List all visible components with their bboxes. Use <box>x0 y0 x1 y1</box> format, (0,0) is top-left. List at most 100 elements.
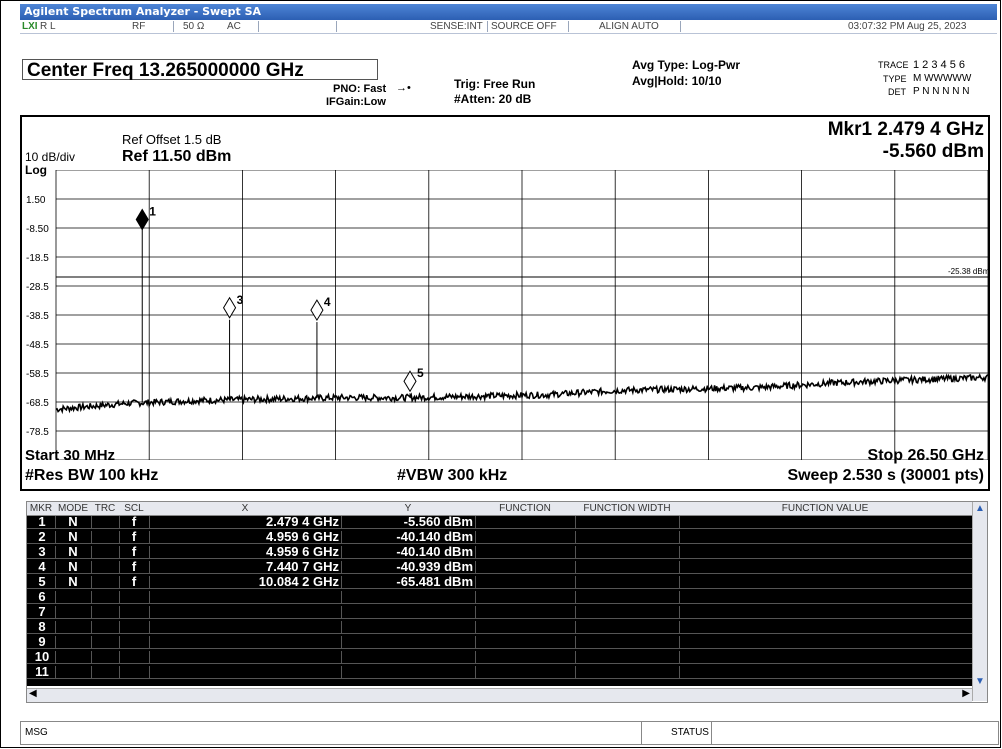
marker-5-diamond[interactable] <box>403 370 417 393</box>
table-cell: 2.479 4 GHz <box>266 514 339 529</box>
trace-plot: 1.50 -8.50 -18.5 -28.5 -38.5 -48.5 -58.5 -68.5 -… <box>26 170 988 460</box>
window-title: Agilent Spectrum Analyzer - Swept SA <box>20 4 997 20</box>
align-label: ALIGN AUTO <box>599 21 659 32</box>
scale-label: 10 dB/div <box>25 150 76 164</box>
table-cell: 5 <box>38 574 46 589</box>
vbw-label: #VBW 300 kHz <box>397 467 508 484</box>
marker-4-label: 4 <box>324 295 331 309</box>
table-cell: 8 <box>38 619 46 634</box>
y-tick-label: -18.5 <box>26 253 49 264</box>
y-tick-label: -78.5 <box>26 427 49 438</box>
center-freq-field[interactable]: Center Freq 13.265000000 GHz <box>22 59 378 81</box>
ifgain-label: IFGain:Low <box>326 96 386 108</box>
table-cell: 10 <box>34 649 50 664</box>
col-trc: TRC <box>94 503 116 514</box>
table-cell: f <box>131 559 137 574</box>
table-cell: 3 <box>38 544 46 559</box>
y-tick-label: -28.5 <box>26 282 49 293</box>
table-cell: -40.140 dBm <box>396 544 473 559</box>
table-cell: f <box>131 529 137 544</box>
type-label: TYPE <box>883 74 907 84</box>
col-x: X <box>241 503 249 514</box>
y-tick-label: -58.5 <box>26 369 49 380</box>
coupling-label: AC <box>227 21 241 32</box>
table-cell: f <box>131 574 137 589</box>
lxi-icon: LXI <box>22 21 38 32</box>
timestamp: 03:07:32 PM Aug 25, 2023 <box>848 21 967 32</box>
marker-readout-value: -5.560 dBm <box>882 141 984 162</box>
trace-label: TRACE <box>878 60 909 70</box>
ref-offset: Ref Offset 1.5 dB <box>122 132 222 147</box>
table-cell: 4.959 6 GHz <box>266 529 339 544</box>
marker-table: MKR MODE TRC SCL X Y FUNCTION FUNCTION W… <box>26 501 988 703</box>
table-cell: N <box>68 514 78 529</box>
table-row[interactable]: 6 <box>27 589 972 604</box>
settings-header: Center Freq 13.265000000 GHz PNO: Fast I… <box>20 34 997 114</box>
table-cell: 10.084 2 GHz <box>258 574 339 589</box>
det-value: P N N N N N <box>913 86 970 97</box>
status-row: LXI R L RF 50 Ω AC SENSE:INT SOURCE OFF … <box>20 21 997 34</box>
table-cell: 9 <box>38 634 46 649</box>
table-row[interactable]: 11 <box>27 664 972 679</box>
impedance-label: 50 Ω <box>183 21 205 32</box>
table-cell: f <box>131 514 137 529</box>
marker-readout-freq: Mkr1 2.479 4 GHz <box>827 119 984 140</box>
marker-5-label: 5 <box>417 366 424 380</box>
col-function-value: FUNCTION VALUE <box>781 503 869 514</box>
spectrum-plot: Ref Offset 1.5 dB Ref 11.50 dBm 10 dB/di… <box>20 115 990 491</box>
table-cell: -65.481 dBm <box>396 574 473 589</box>
y-tick-label: 1.50 <box>26 195 46 206</box>
table-cell: 11 <box>35 664 49 679</box>
vertical-scrollbar[interactable]: ▲ ▼ <box>972 502 987 701</box>
trace-numbers: 1 2 3 4 5 6 <box>913 59 965 71</box>
table-cell: 2 <box>38 529 46 544</box>
scroll-right-icon[interactable]: ▶ <box>962 688 970 699</box>
scroll-left-icon[interactable]: ◀ <box>29 688 37 699</box>
avg-hold-label: Avg|Hold: 10/10 <box>632 74 722 88</box>
source-label: SOURCE OFF <box>491 21 557 32</box>
marker-table-header: MKR MODE TRC SCL X Y FUNCTION FUNCTION W… <box>27 502 987 516</box>
display-line-label: -25.38 dBm <box>948 267 988 276</box>
pno-label: PNO: Fast <box>333 83 387 95</box>
table-cell: N <box>68 559 78 574</box>
table-cell: -40.140 dBm <box>396 529 473 544</box>
table-cell: 7.440 7 GHz <box>266 559 339 574</box>
y-tick-label: -8.50 <box>26 224 49 235</box>
ref-level: Ref 11.50 dBm <box>122 148 232 165</box>
table-row[interactable]: 8 <box>27 619 972 634</box>
marker-4-diamond[interactable] <box>310 299 324 322</box>
sweep-label: Sweep 2.530 s (30001 pts) <box>787 467 984 484</box>
col-function: FUNCTION <box>499 503 551 514</box>
y-tick-label: -38.5 <box>26 311 49 322</box>
table-cell: -40.939 dBm <box>396 559 473 574</box>
status-label: STATUS <box>671 727 709 738</box>
marker-3-label: 3 <box>237 293 244 307</box>
marker-1-label: 1 <box>149 204 156 218</box>
table-cell: 7 <box>38 604 46 619</box>
trace-line <box>55 373 988 415</box>
horizontal-scrollbar[interactable]: ◀ ▶ <box>27 688 972 702</box>
table-row[interactable]: 10 <box>27 649 972 664</box>
marker-1-diamond[interactable] <box>135 208 149 231</box>
avg-type-label: Avg Type: Log-Pwr <box>632 58 740 72</box>
table-cell: -5.560 dBm <box>403 514 473 529</box>
y-tick-label: -68.5 <box>26 398 49 409</box>
table-row[interactable]: 7 <box>27 604 972 619</box>
marker-3-diamond[interactable] <box>222 296 237 319</box>
table-cell: N <box>68 544 78 559</box>
scroll-down-icon[interactable]: ▼ <box>975 676 985 687</box>
table-cell: f <box>131 544 137 559</box>
trig-label: Trig: Free Run <box>454 77 536 91</box>
log-label: Log <box>25 163 47 177</box>
y-tick-label: -48.5 <box>26 340 49 351</box>
scroll-up-icon[interactable]: ▲ <box>975 503 985 514</box>
rl-label: R L <box>40 21 56 32</box>
table-row[interactable]: 9 <box>27 634 972 649</box>
table-cell: 6 <box>38 589 46 604</box>
